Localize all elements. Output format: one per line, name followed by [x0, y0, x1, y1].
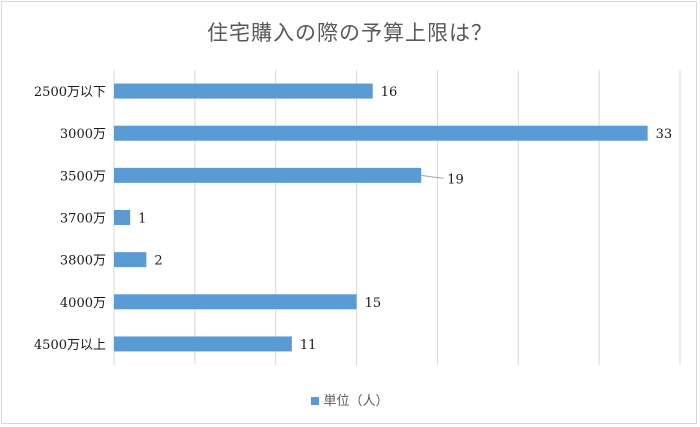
bar-1 — [114, 125, 648, 141]
category-label: 3500万 — [60, 169, 106, 184]
bar-3 — [114, 210, 131, 225]
bar-2 — [114, 167, 422, 183]
bar-5 — [114, 294, 357, 310]
data-label: 15 — [365, 296, 382, 311]
category-label: 4000万 — [60, 296, 106, 311]
category-label: 4500万以上 — [34, 338, 106, 353]
legend: 単位（人） — [0, 390, 700, 409]
data-label: 2 — [154, 254, 162, 269]
legend-label: 単位（人） — [323, 394, 389, 409]
labels: 2500万以下 16 3000万 33 3500万 19 3700万 1 3800万 2 4000万… — [34, 85, 672, 353]
data-label: 33 — [656, 127, 673, 142]
data-label: 1 — [138, 212, 146, 227]
chart-title: 住宅購入の際の予算上限は？ — [207, 21, 493, 45]
category-label: 2500万以下 — [34, 85, 106, 100]
data-label: 11 — [300, 338, 317, 353]
category-label: 3800万 — [60, 254, 106, 269]
bar-6 — [114, 336, 292, 352]
data-label: 16 — [381, 85, 398, 100]
category-label: 3700万 — [60, 212, 106, 227]
data-label: 19 — [447, 172, 464, 187]
bar-0 — [114, 83, 373, 99]
gridlines — [113, 70, 681, 365]
legend-swatch — [311, 396, 320, 405]
bar-4 — [114, 252, 147, 268]
category-label: 3000万 — [60, 127, 106, 142]
bars — [114, 83, 648, 352]
data-label-leader — [421, 174, 444, 179]
